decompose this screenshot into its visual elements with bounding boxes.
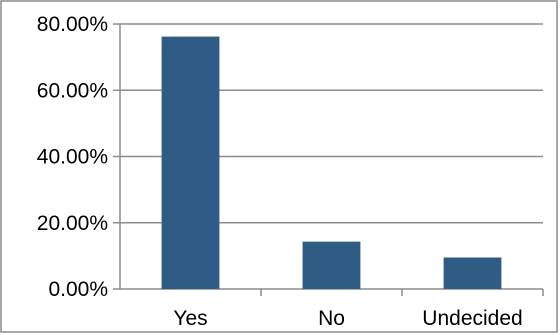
x-tick-labels: Yes No Undecided	[173, 307, 522, 330]
y-tick-label: 0.00%	[48, 278, 108, 301]
y-tick-label: 40.00%	[37, 146, 108, 169]
y-tick-label: 60.00%	[37, 79, 108, 102]
x-tick-label: No	[318, 307, 345, 330]
bars	[161, 36, 502, 290]
y-tick-labels: 0.00% 20.00% 40.00% 60.00% 80.00%	[37, 13, 108, 301]
bar-undecided	[443, 257, 502, 289]
y-tick-label: 20.00%	[37, 212, 108, 235]
bar-yes	[161, 36, 220, 290]
bar-no	[302, 241, 361, 289]
x-tick-label: Undecided	[422, 307, 522, 330]
y-tick-label: 80.00%	[37, 13, 108, 36]
x-tick-label: Yes	[173, 307, 207, 330]
